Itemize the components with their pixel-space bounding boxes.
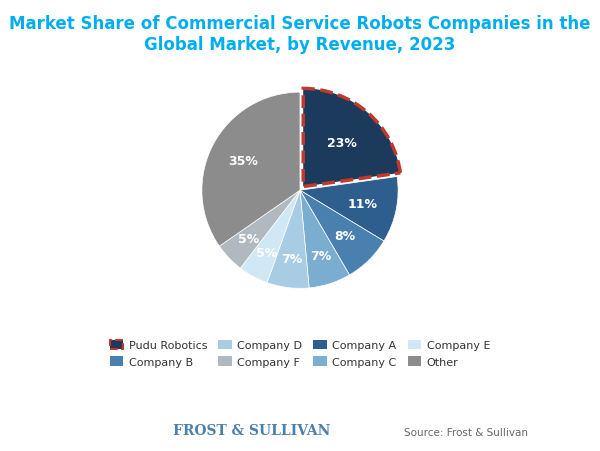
Text: FROST & SULLIVAN: FROST & SULLIVAN bbox=[173, 423, 331, 437]
Text: Source: Frost & Sullivan: Source: Frost & Sullivan bbox=[404, 428, 528, 437]
Text: 5%: 5% bbox=[238, 233, 260, 246]
Text: 11%: 11% bbox=[347, 197, 377, 210]
Text: 35%: 35% bbox=[229, 155, 259, 168]
Text: 7%: 7% bbox=[310, 249, 332, 262]
Wedge shape bbox=[300, 191, 384, 275]
Wedge shape bbox=[202, 93, 300, 247]
Text: 7%: 7% bbox=[281, 252, 302, 265]
Text: 8%: 8% bbox=[334, 230, 355, 243]
Wedge shape bbox=[220, 191, 300, 268]
Legend: Pudu Robotics, Company B, Company D, Company F, Company A, Company C, Company E,: Pudu Robotics, Company B, Company D, Com… bbox=[106, 335, 494, 371]
Wedge shape bbox=[241, 191, 300, 283]
Text: 5%: 5% bbox=[256, 246, 277, 259]
Wedge shape bbox=[300, 191, 349, 288]
Title: Market Share of Commercial Service Robots Companies in the
Global Market, by Rev: Market Share of Commercial Service Robot… bbox=[9, 15, 591, 54]
Wedge shape bbox=[303, 89, 400, 187]
Text: 23%: 23% bbox=[327, 136, 357, 149]
Wedge shape bbox=[300, 177, 398, 241]
Wedge shape bbox=[267, 191, 309, 289]
